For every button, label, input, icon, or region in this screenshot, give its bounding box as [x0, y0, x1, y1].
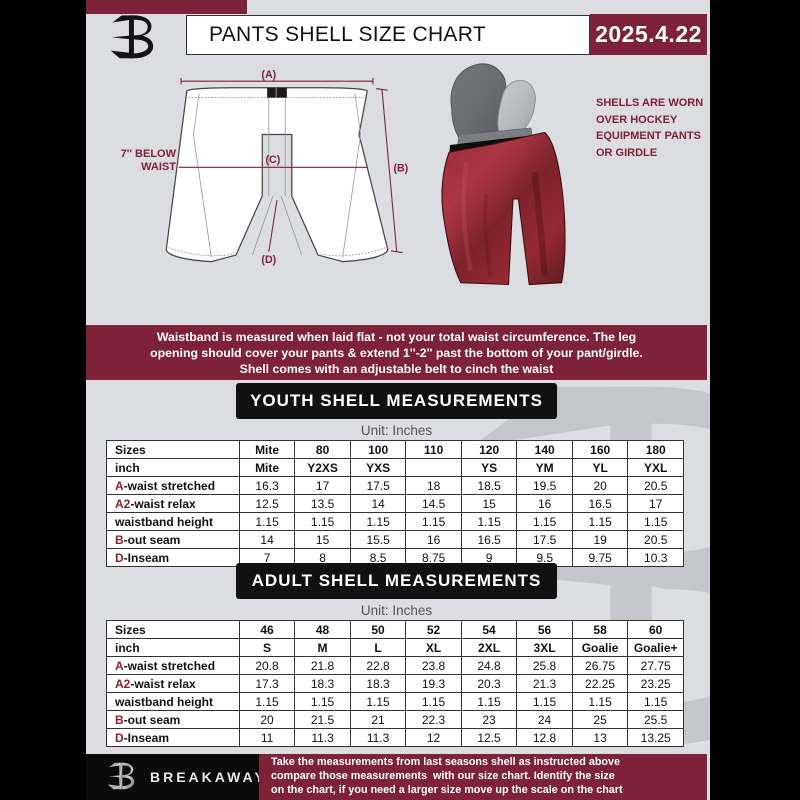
svg-text:(D): (D) [261, 254, 276, 266]
svg-text:(B): (B) [393, 162, 408, 174]
svg-text:(A): (A) [261, 69, 276, 81]
svg-text:(C): (C) [266, 154, 281, 166]
